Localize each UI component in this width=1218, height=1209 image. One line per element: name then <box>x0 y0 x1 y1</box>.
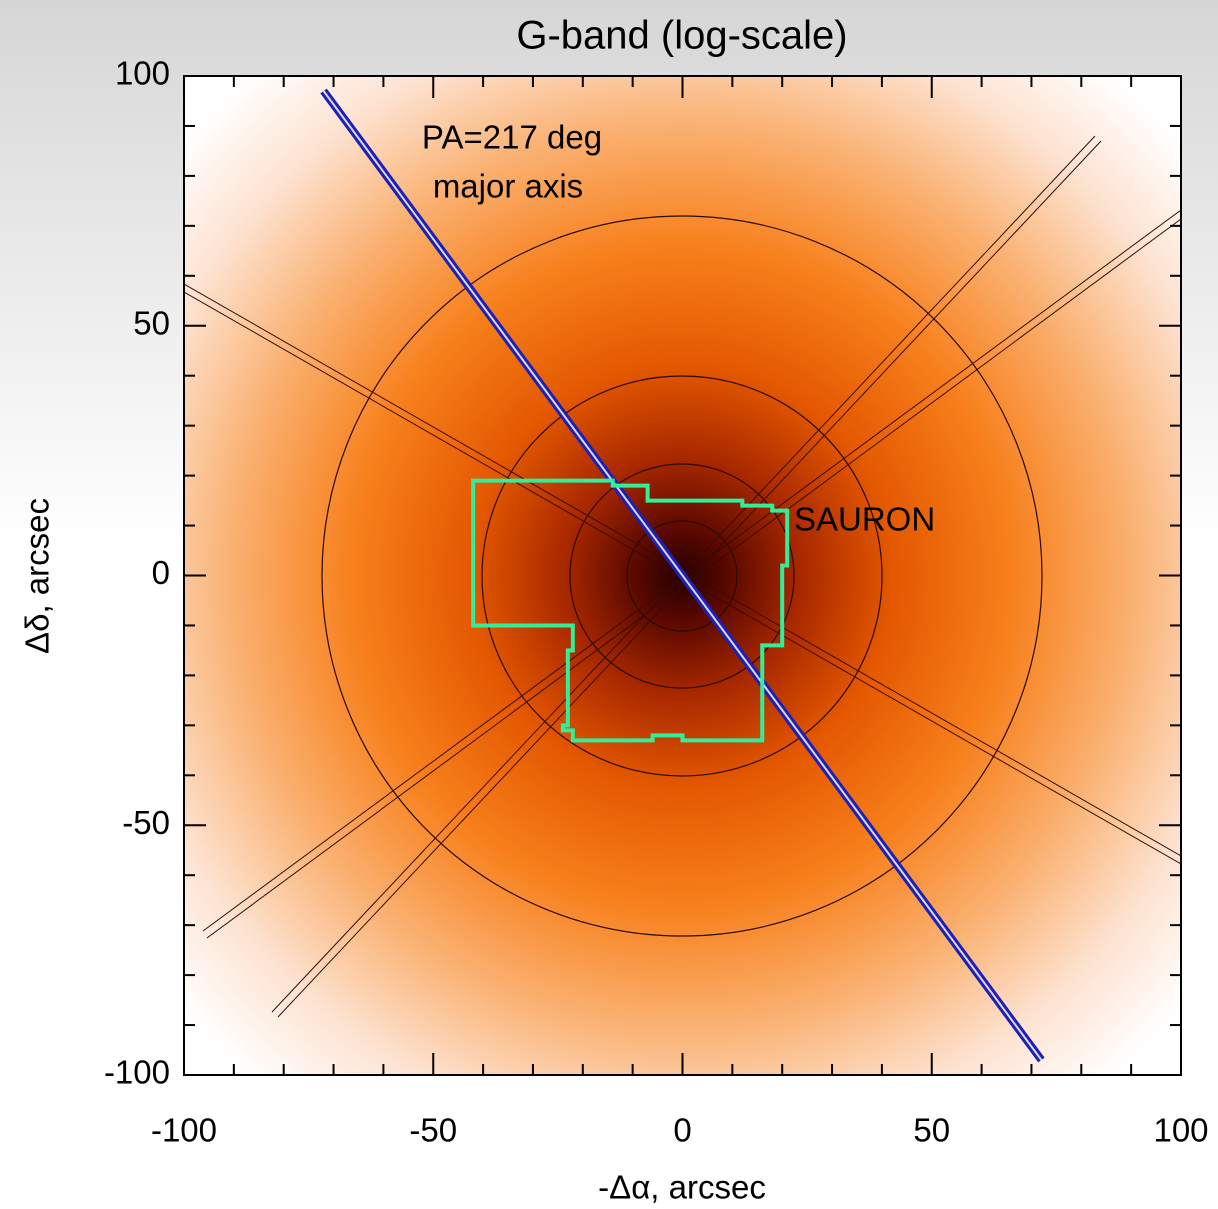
y-tick-label: 0 <box>152 554 170 591</box>
image <box>184 76 1181 1075</box>
x-tick-label: 0 <box>673 1112 691 1149</box>
x-tick-label: 50 <box>913 1112 950 1149</box>
series-label: major axis <box>433 168 583 205</box>
slit <box>206 218 1181 939</box>
contour <box>481 375 883 777</box>
major-axis-core <box>322 90 1043 1061</box>
slit <box>202 209 1181 932</box>
y-tick-label: -50 <box>122 804 170 841</box>
y-tick-label: 100 <box>115 55 170 92</box>
axes: -100 -50 0 50 100 -100 -50 0 50 100 <box>104 55 1209 1149</box>
contour <box>626 520 738 632</box>
annotation: PA=217 deg <box>422 119 602 156</box>
y-tick-label: -100 <box>104 1054 170 1091</box>
x-tick-label: 100 <box>1153 1112 1208 1149</box>
chart-title: G-band (log-scale) <box>516 14 847 58</box>
x-tick-label: -50 <box>409 1112 457 1149</box>
overlays <box>320 88 1045 1063</box>
y-axis-label: Δδ, arcsec <box>19 498 56 654</box>
contour <box>321 215 1043 937</box>
x-tick-label: -100 <box>151 1112 217 1149</box>
y-tick-label: 50 <box>133 304 170 341</box>
contour <box>569 463 795 689</box>
sauron-footprint <box>471 478 790 743</box>
x-axis-label: -Δα, arcsec <box>598 1169 766 1206</box>
contours <box>321 215 1043 937</box>
series-label: SAURON <box>794 501 935 538</box>
